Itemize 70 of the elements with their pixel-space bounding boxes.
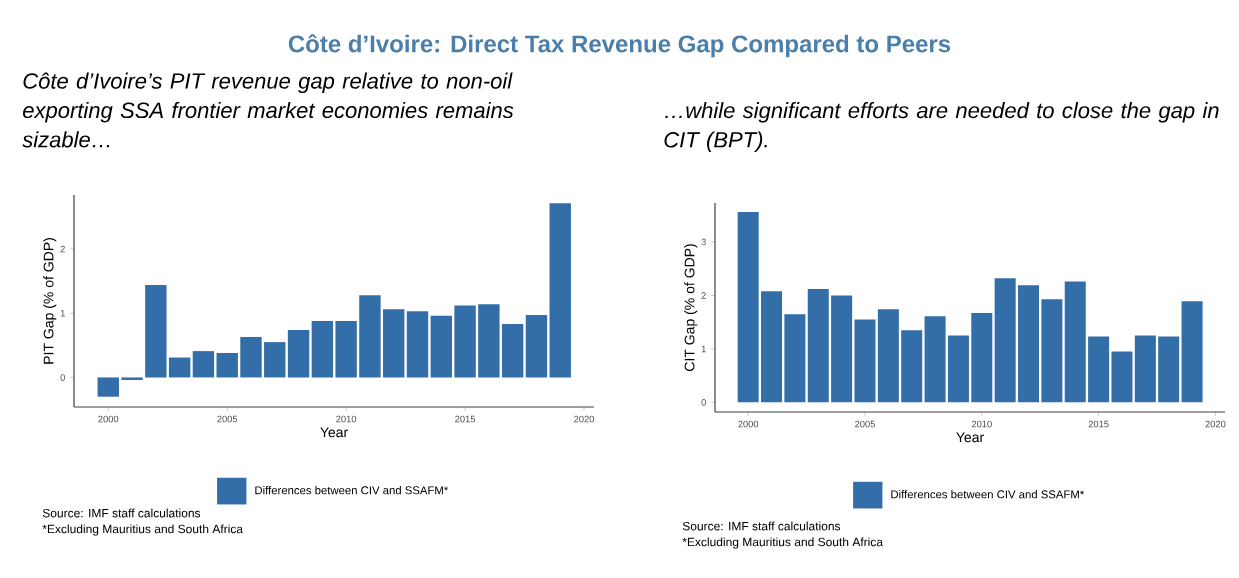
y-tick-label: 0: [701, 399, 706, 406]
bar: [430, 315, 452, 378]
x-tick-label: 2005: [855, 420, 875, 428]
bar: [877, 309, 899, 403]
text: *Excluding Mauritius and South Africa: [682, 537, 883, 549]
bar: [831, 295, 853, 403]
y-tick-label: 2: [60, 245, 65, 253]
bar: [1018, 285, 1040, 403]
bar: [947, 335, 969, 403]
y-axis-title: CIT Gap (% of GDP): [684, 244, 698, 371]
x-tick-label: 2000: [98, 415, 119, 423]
bar: [478, 304, 500, 378]
x-axis-title: Year: [320, 427, 348, 438]
x-tick-label: 2010: [336, 415, 357, 423]
source-note: Source: IMF staff calculations: [682, 521, 841, 531]
bar: [97, 377, 119, 397]
bar: [264, 342, 286, 378]
source-note: Source: IMF staff calculations: [42, 508, 201, 518]
bar: [1181, 301, 1203, 403]
bar: [121, 377, 143, 380]
bar: [1158, 336, 1180, 403]
bar: [311, 320, 334, 378]
bar: [994, 278, 1016, 403]
x-tick-label: 2020: [574, 415, 595, 423]
y-tick-label: 1: [60, 309, 65, 317]
bar: [807, 289, 829, 403]
legend-label: Differences between CIV and SSAFM*: [255, 485, 449, 495]
bar: [240, 336, 262, 378]
y-axis-title: PIT Gap (% of GDP): [43, 238, 57, 364]
bar: [501, 324, 524, 378]
bar: [335, 320, 357, 378]
bar: [383, 309, 405, 378]
bar: [901, 330, 923, 403]
chart-subtitle: …while significant efforts are needed to close the gap in CIT (BPT).: [664, 102, 1219, 152]
bar: [359, 295, 381, 378]
bar: [168, 357, 191, 378]
chart-subtitle: Côte d’Ivoire’s PIT revenue gap relative to non-oil exporting SSA frontier market economies remains sizable…: [22, 72, 514, 148]
x-tick-label: 2015: [455, 415, 476, 423]
bar: [145, 284, 167, 378]
x-tick-label: 2000: [738, 420, 759, 428]
bar: [216, 353, 238, 378]
bar: [761, 291, 783, 403]
bar: [924, 316, 946, 403]
x-axis-title: Year: [956, 432, 984, 443]
bar: [406, 311, 429, 378]
bar: [1088, 336, 1110, 403]
bar: [1134, 335, 1156, 403]
y-tick-label: 3: [701, 238, 706, 246]
bar: [1111, 351, 1133, 403]
bar: [192, 351, 215, 378]
y-tick-label: 2: [701, 292, 706, 299]
bar: [549, 203, 571, 378]
bar: [784, 314, 806, 403]
text: *Excluding Mauritius and South Africa: [42, 524, 244, 536]
bar: [525, 315, 548, 378]
bar: [1064, 281, 1086, 403]
bar: [854, 319, 876, 403]
y-tick-label: 1: [701, 345, 706, 353]
bar: [971, 313, 993, 403]
bar: [737, 212, 759, 403]
y-tick-label: 0: [60, 374, 65, 381]
bar: [1041, 299, 1063, 403]
bar: [287, 329, 310, 378]
x-tick-label: 2020: [1205, 420, 1226, 428]
legend-label: Differences between CIV and SSAFM*: [891, 490, 1085, 499]
x-tick-label: 2010: [971, 420, 992, 428]
bar: [454, 305, 476, 378]
x-tick-label: 2005: [217, 415, 238, 423]
chart-title: Côte d’Ivoire: Direct Tax Revenue Gap Compared to Peers: [288, 34, 951, 58]
x-tick-label: 2015: [1088, 420, 1109, 428]
